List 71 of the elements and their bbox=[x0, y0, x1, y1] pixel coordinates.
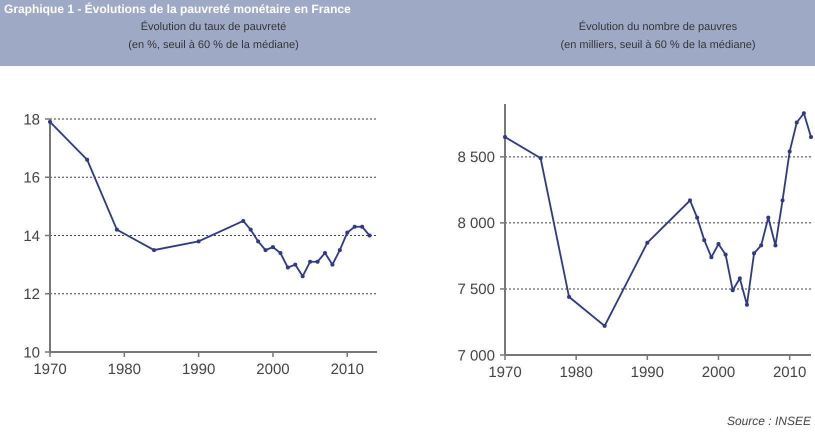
chart-title: Évolution du taux de pauvreté bbox=[140, 20, 286, 33]
text: Graphique 1 - Évolutions de la pauvreté monétaire en France bbox=[4, 2, 352, 16]
point bbox=[248, 228, 253, 232]
point bbox=[730, 288, 735, 292]
point bbox=[308, 260, 312, 264]
point bbox=[738, 276, 742, 280]
point bbox=[788, 150, 792, 154]
chart-subtitle: (en %, seuil à 60 % de la médiane) bbox=[128, 39, 299, 51]
point bbox=[538, 156, 543, 160]
x-tick-label: 2000 bbox=[256, 361, 290, 378]
point bbox=[766, 216, 770, 220]
x-tick-label: 2000 bbox=[702, 364, 736, 381]
y-tick-label: 8 000 bbox=[457, 215, 495, 232]
point bbox=[300, 274, 305, 278]
point bbox=[773, 243, 778, 248]
point bbox=[322, 250, 327, 255]
point bbox=[316, 260, 320, 264]
point bbox=[278, 250, 282, 255]
point bbox=[196, 239, 201, 244]
point bbox=[368, 234, 372, 238]
point bbox=[702, 238, 706, 242]
chart-title: Évolution du nombre de pauvres bbox=[578, 20, 738, 33]
point bbox=[759, 243, 764, 248]
point bbox=[780, 198, 785, 202]
point bbox=[293, 262, 298, 267]
x-tick-label: 1970 bbox=[33, 361, 67, 378]
x-tick-label: 1990 bbox=[182, 361, 216, 378]
point bbox=[152, 248, 156, 252]
point bbox=[809, 135, 813, 140]
y-tick-label: 12 bbox=[23, 286, 40, 303]
x-tick-label: 1980 bbox=[108, 361, 142, 378]
point bbox=[85, 158, 90, 162]
point bbox=[503, 135, 507, 140]
point bbox=[716, 242, 720, 246]
point bbox=[264, 248, 268, 252]
point bbox=[48, 120, 52, 124]
chart-subtitle: (en milliers, seuil à 60 % de la médiane) bbox=[560, 39, 756, 51]
x-tick-label: 1990 bbox=[630, 364, 664, 381]
point bbox=[241, 218, 246, 223]
x-tick-label: 1980 bbox=[559, 364, 593, 381]
point bbox=[602, 324, 607, 328]
point bbox=[645, 240, 650, 245]
y-tick-label: 10 bbox=[23, 344, 40, 362]
y-tick-label: 8 500 bbox=[457, 149, 495, 166]
point bbox=[567, 294, 572, 299]
point bbox=[352, 224, 357, 229]
point bbox=[695, 216, 700, 220]
point bbox=[256, 239, 260, 244]
point bbox=[270, 245, 275, 250]
point bbox=[360, 224, 364, 229]
point bbox=[114, 228, 119, 232]
point bbox=[330, 262, 334, 267]
x-tick-label: 2010 bbox=[330, 361, 364, 378]
point bbox=[752, 251, 756, 256]
x-tick-label: 2010 bbox=[772, 364, 806, 381]
point bbox=[286, 266, 290, 270]
point bbox=[345, 230, 350, 235]
y-tick-label: 18 bbox=[23, 111, 40, 128]
point bbox=[709, 255, 714, 260]
y-tick-label: 16 bbox=[23, 170, 40, 186]
point bbox=[338, 248, 342, 252]
point bbox=[744, 302, 749, 307]
point bbox=[688, 198, 692, 202]
point bbox=[802, 111, 806, 116]
y-tick-label: 7 000 bbox=[457, 347, 495, 364]
y-tick-label: 14 bbox=[23, 228, 40, 245]
point bbox=[794, 120, 799, 124]
x-tick-label: 1970 bbox=[488, 364, 522, 381]
point bbox=[724, 252, 728, 257]
source-note: Source : INSEE bbox=[726, 414, 812, 428]
y-tick-label: 7 500 bbox=[457, 281, 495, 298]
